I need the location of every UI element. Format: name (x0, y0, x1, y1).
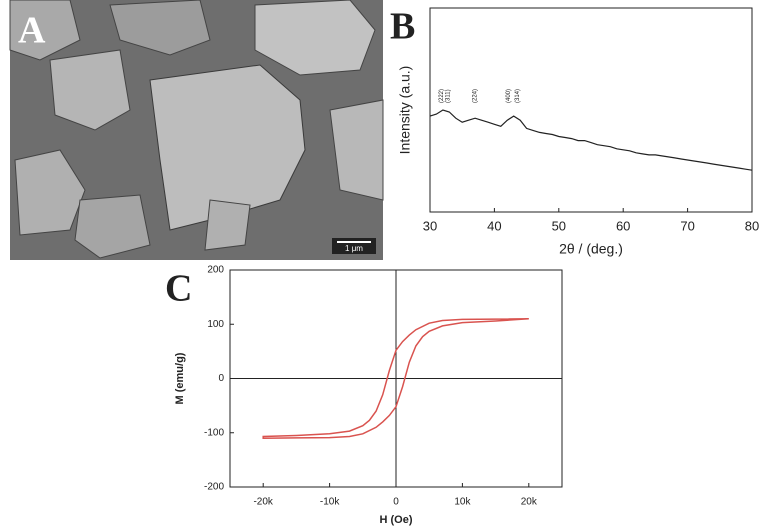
particle (49, 49, 131, 131)
peak-annotation: (222) (439, 89, 445, 103)
particle (9, 0, 81, 61)
particle (109, 0, 211, 56)
particle (329, 99, 384, 201)
x-tick-label: 40 (487, 218, 501, 233)
x-tick-label: 0 (393, 497, 399, 508)
y-tick-label: 200 (207, 265, 224, 276)
y-axis-label: M (emu/g) (174, 352, 186, 404)
scale-bar-label: 1 μm (345, 244, 363, 253)
particle (254, 0, 376, 76)
panel-label: A (18, 10, 46, 52)
x-tick-label: 20k (521, 497, 538, 508)
sem-image: 1 μm (9, 0, 384, 260)
x-tick-label: 10k (454, 497, 471, 508)
y-tick-label: 100 (207, 319, 224, 330)
y-tick-label: -100 (204, 427, 224, 438)
data-line (262, 318, 529, 439)
peak-annotation: (314) (515, 89, 521, 103)
x-axis-label: H (Oe) (380, 514, 413, 526)
x-tick-label: 80 (745, 218, 759, 233)
y-tick-label: -200 (204, 482, 224, 493)
particle (74, 194, 151, 259)
peak-annotation: (224) (473, 89, 479, 103)
y-axis-label: Intensity (a.u.) (397, 66, 413, 155)
particle (204, 199, 251, 251)
data-line (429, 109, 753, 171)
y-tick-label: 0 (218, 373, 224, 384)
x-tick-label: 70 (680, 218, 694, 233)
x-axis-label: 2θ / (deg.) (559, 241, 623, 257)
peak-annotation: (400) (506, 89, 512, 103)
x-tick-label: 60 (616, 218, 630, 233)
particle (149, 64, 306, 231)
plot-frame (429, 7, 753, 213)
panel-label: C (165, 268, 192, 310)
particle (14, 149, 86, 236)
panel-label: B (390, 6, 415, 48)
peak-annotation: (311) (446, 89, 452, 103)
x-tick-label: -20k (253, 497, 273, 508)
x-tick-label: 30 (423, 218, 437, 233)
x-tick-label: 50 (552, 218, 566, 233)
x-tick-label: -10k (320, 497, 340, 508)
